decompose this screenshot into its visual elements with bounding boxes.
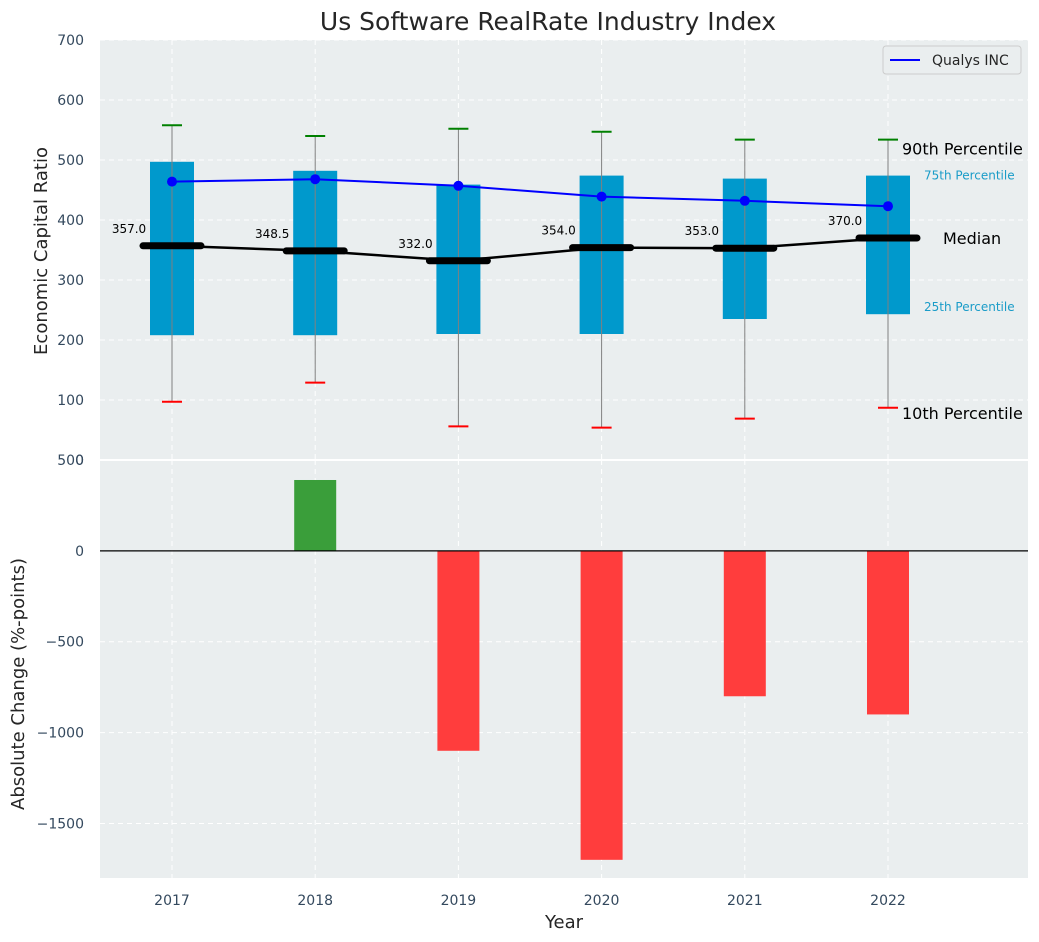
median-value-label: 370.0 bbox=[828, 214, 862, 228]
annotation-p90: 90th Percentile bbox=[902, 140, 1023, 159]
annotation-p25: 25th Percentile bbox=[924, 300, 1015, 314]
series-line-qualys bbox=[171, 178, 889, 208]
x-tick-label: 2020 bbox=[584, 893, 620, 909]
top-y-tick-label: 400 bbox=[57, 213, 84, 229]
bottom-y-tick-label: 500 bbox=[57, 453, 84, 469]
median-value-label: 348.5 bbox=[255, 227, 289, 241]
x-tick-label: 2022 bbox=[870, 893, 906, 909]
bottom-y-tick-label: −1000 bbox=[37, 726, 84, 742]
annotation-median: Median bbox=[943, 229, 1001, 248]
top-y-tick-label: 300 bbox=[57, 273, 84, 289]
annotation-p75: 75th Percentile bbox=[924, 169, 1015, 183]
median-value-label: 353.0 bbox=[685, 224, 719, 238]
change-bar bbox=[867, 550, 909, 715]
change-bar bbox=[294, 479, 337, 551]
median-value-label: 332.0 bbox=[398, 237, 432, 251]
series-point-qualys bbox=[739, 195, 750, 206]
change-bar bbox=[580, 550, 623, 860]
series-point-qualys bbox=[596, 191, 607, 202]
top-y-tick-label: 500 bbox=[57, 153, 84, 169]
x-axis-label: Year bbox=[544, 912, 584, 933]
median-value-label: 357.0 bbox=[112, 222, 146, 236]
series-point-qualys bbox=[883, 201, 893, 212]
legend: Qualys INC bbox=[882, 45, 1022, 75]
series-point-qualys bbox=[167, 176, 177, 187]
top-y-tick-label: 600 bbox=[57, 93, 84, 109]
x-tick-label: 2019 bbox=[441, 893, 477, 909]
top-y-axis-label: Economic Capital Ratio bbox=[31, 147, 52, 355]
chart-title: Us Software RealRate Industry Index bbox=[320, 7, 776, 36]
bottom-y-tick-label: −1500 bbox=[37, 816, 84, 832]
x-tick-label: 2017 bbox=[154, 893, 190, 909]
median-value-label: 354.0 bbox=[541, 224, 575, 238]
series-point-qualys bbox=[453, 180, 464, 191]
bottom-y-tick-label: 0 bbox=[75, 544, 84, 560]
series-point-qualys bbox=[310, 174, 321, 185]
x-tick-label: 2021 bbox=[727, 893, 763, 909]
bottom-y-tick-label: −500 bbox=[46, 635, 84, 651]
top-y-tick-label: 100 bbox=[57, 393, 84, 409]
change-bar bbox=[723, 550, 766, 697]
legend-label: Qualys INC bbox=[932, 53, 1009, 69]
top-y-tick-label: 0 bbox=[75, 453, 84, 469]
change-bar bbox=[437, 550, 480, 751]
legend-frame bbox=[882, 45, 1022, 75]
top-y-tick-label: 200 bbox=[57, 333, 84, 349]
annotation-p10: 10th Percentile bbox=[902, 404, 1023, 423]
top-y-tick-label: 700 bbox=[57, 33, 84, 49]
x-tick-label: 2018 bbox=[297, 893, 333, 909]
bottom-y-axis-label: Absolute Change (%-points) bbox=[8, 558, 29, 810]
top-panel: 0 100 200 300 400 500 600 700 357.0 348.5 332.0 354… bbox=[57, 33, 1028, 469]
